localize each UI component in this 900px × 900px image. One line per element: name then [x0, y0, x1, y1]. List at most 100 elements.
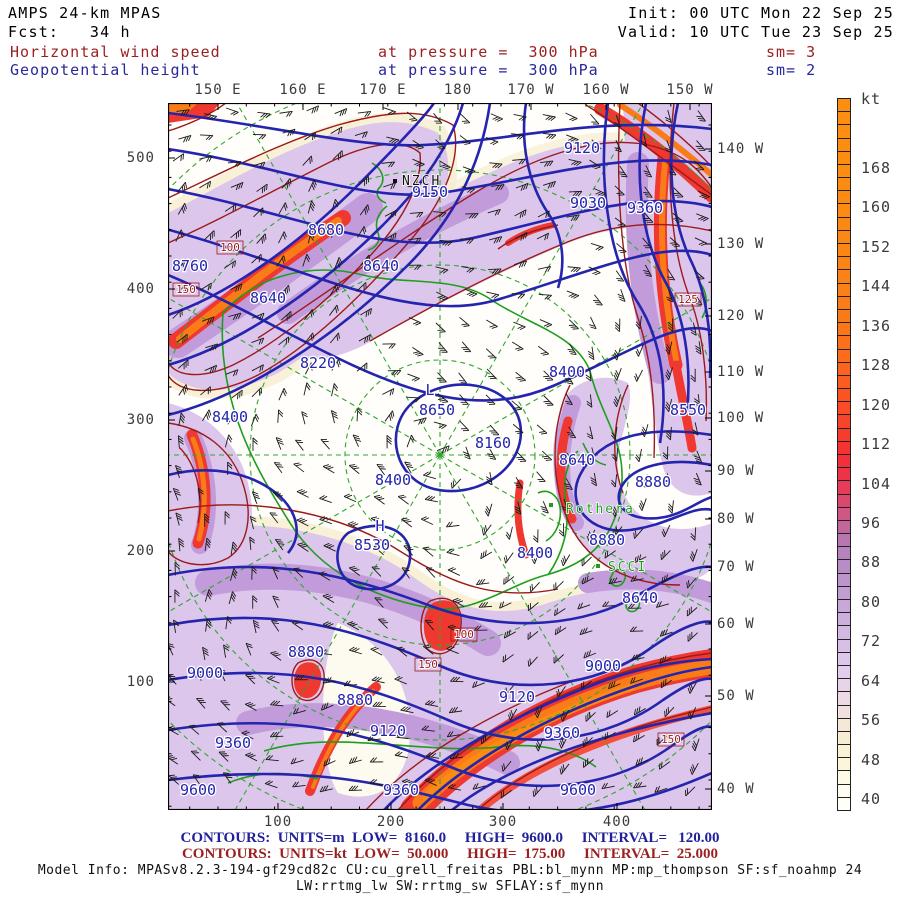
- colorbar-cell: [837, 533, 851, 548]
- height-contour-label: 9000: [585, 657, 621, 675]
- colorbar-cell: [837, 440, 851, 455]
- colorbar-tick-152: 152: [861, 238, 892, 256]
- axis-left-200: 200: [126, 543, 155, 559]
- colorbar-cell: [837, 111, 851, 126]
- colorbar-cell: [837, 282, 851, 297]
- colorbar-tick-48: 48: [861, 751, 882, 769]
- height-contour-label: 8530: [354, 536, 390, 554]
- colorbar-cell: [837, 256, 851, 271]
- colorbar-cell: [837, 744, 851, 759]
- colorbar-cell: [837, 98, 851, 113]
- colorbar-cell: [837, 295, 851, 310]
- colorbar-cell: [837, 493, 851, 508]
- colorbar-cell: [837, 137, 851, 152]
- height-contour-label: 8400: [212, 408, 248, 426]
- axis-right-50W: 50 W: [717, 688, 755, 704]
- axis-top-150W: 150 W: [666, 82, 714, 98]
- axis-right-140W: 140 W: [717, 141, 765, 157]
- axis-top-160W: 160 W: [582, 82, 630, 98]
- height-contour-label: 9360: [544, 724, 580, 742]
- colorbar-cell: [837, 730, 851, 746]
- colorbar-cell: [837, 243, 851, 258]
- graticule-layer: [168, 103, 712, 810]
- axis-bottom-100: 100: [263, 814, 293, 830]
- station-marker: [393, 179, 397, 183]
- colorbar-cell: [837, 348, 851, 363]
- contour-label-layer: 8680 8640 8640 8760 9150 9120 9030 9360 8220 8400…: [171, 138, 708, 801]
- field1-level: at pressure = 300 hPa: [378, 43, 599, 61]
- map-plot: 8680 8640 8640 8760 9150 9120 9030 9360 8220 8400…: [168, 103, 712, 810]
- height-contour-label: 8640: [363, 257, 399, 275]
- axis-left-300: 300: [126, 412, 155, 428]
- wind-barb-layer: [168, 105, 710, 799]
- axis-top-160E: 160 E: [279, 82, 327, 98]
- axis-left-100: 100: [126, 674, 155, 690]
- height-contour-label: 8640: [622, 589, 658, 607]
- colorbar-cell: [837, 783, 851, 798]
- station-label-SCCI: SCCI: [608, 560, 647, 575]
- colorbar-tick-72: 72: [861, 632, 882, 650]
- height-contour-label: 9600: [560, 781, 596, 799]
- height-contour-label: 9150: [412, 183, 448, 201]
- colorbar-cell: [837, 546, 851, 561]
- colorbar-tick-80: 80: [861, 593, 882, 611]
- height-contour-label: 8160: [475, 434, 511, 452]
- colorbar-cell: [837, 269, 851, 284]
- height-contour-label: 8550: [670, 401, 706, 419]
- colorbar-tick-104: 104: [861, 475, 892, 493]
- colorbar-cell: [837, 308, 851, 324]
- colorbar-cell: [837, 480, 851, 495]
- height-contour-label: 8760: [172, 257, 208, 275]
- colorbar-cell: [837, 796, 851, 811]
- model-info-line1: Model Info: MPASv8.2.3-194-gf29cd82c CU:…: [37, 863, 863, 878]
- colorbar-cell: [837, 177, 851, 192]
- colorbar-units: kt: [861, 90, 882, 108]
- axis-top-170W: 170 W: [507, 82, 555, 98]
- model-title: AMPS 24-km MPAS: [8, 4, 162, 22]
- axis-right-130W: 130 W: [717, 236, 765, 252]
- field1-smooth: sm= 3: [766, 43, 817, 61]
- height-contour-label: 8880: [337, 691, 373, 709]
- axis-top-150E: 150 E: [194, 82, 242, 98]
- init-time: Init: 00 UTC Mon 22 Sep 25: [628, 4, 894, 22]
- wind-contour-label: 125: [678, 293, 698, 306]
- axis-right-100W: 100 W: [717, 410, 765, 426]
- height-contour-label: 8640: [250, 289, 286, 307]
- field2-smooth: sm= 2: [766, 61, 817, 79]
- height-contour-label: 9360: [215, 734, 251, 752]
- colorbar-cell: [837, 757, 851, 772]
- wind-contour-label: 100: [454, 628, 474, 641]
- colorbar-cell: [837, 361, 851, 376]
- axis-right-60W: 60 W: [717, 616, 755, 632]
- colorbar-tick-136: 136: [861, 317, 892, 335]
- field2-level: at pressure = 300 hPa: [378, 61, 599, 79]
- axis-bottom-400: 400: [602, 814, 632, 830]
- axis-bottom-200: 200: [376, 814, 406, 830]
- colorbar-cell: [837, 770, 851, 785]
- height-contour-label: 9000: [187, 664, 223, 682]
- colorbar-cell: [837, 216, 851, 231]
- height-contour-label: 9600: [180, 781, 216, 799]
- coast-new-zealand: [367, 162, 388, 251]
- colorbar-cell: [837, 651, 851, 666]
- colorbar-tick-160: 160: [861, 198, 892, 216]
- height-contour-label: 8220: [300, 354, 336, 372]
- field2-name: Geopotential height: [10, 61, 201, 79]
- wind-contour-layer: [168, 103, 712, 810]
- wind-contour-label: 100: [220, 241, 240, 254]
- colorbar-cell: [837, 585, 851, 601]
- height-contour-label: L: [425, 381, 434, 399]
- station-marker: [549, 503, 553, 507]
- height-contour-label: 8400: [517, 544, 553, 562]
- colorbar-cell: [837, 414, 851, 429]
- colorbar-tick-96: 96: [861, 514, 882, 532]
- wind-contour-label: 150: [661, 733, 681, 746]
- colorbar-cell: [837, 150, 851, 165]
- colorbar-cell: [837, 229, 851, 245]
- colorbar-cell: [837, 388, 851, 403]
- colorbar-cell: [837, 691, 851, 706]
- colorbar-cell: [837, 599, 851, 614]
- forecast-hour: Fcst: 34 h: [8, 23, 131, 41]
- wind-contour-label: 150: [418, 658, 438, 671]
